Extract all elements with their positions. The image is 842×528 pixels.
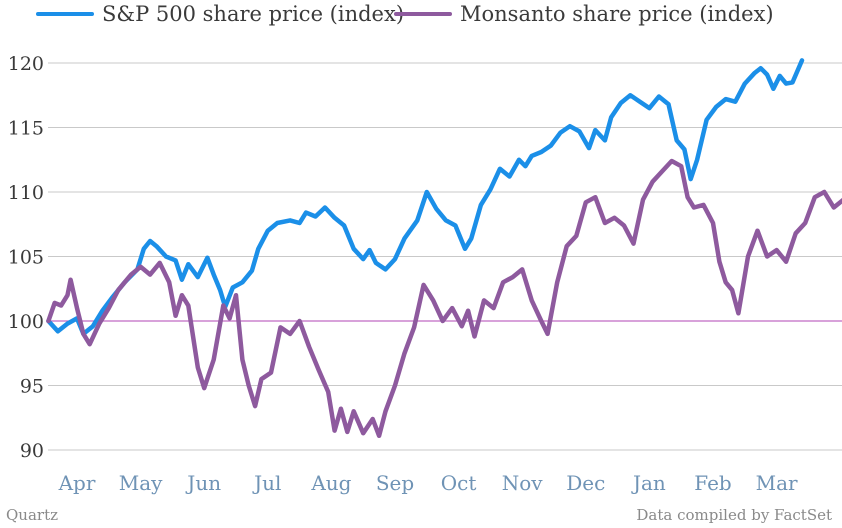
x-tick-label-dec: Dec bbox=[566, 471, 605, 495]
x-tick-label-may: May bbox=[119, 471, 163, 495]
x-tick-label-jan: Jan bbox=[631, 471, 666, 495]
x-tick-label-jul: Jul bbox=[252, 471, 281, 495]
y-tick-label-95: 95 bbox=[20, 376, 44, 398]
legend-swatch-monsanto bbox=[394, 12, 452, 16]
legend-label-monsanto: Monsanto share price (index) bbox=[460, 2, 774, 26]
x-tick-label-feb: Feb bbox=[694, 471, 731, 495]
series-line-monsanto bbox=[46, 158, 842, 439]
series-line-sp500 bbox=[46, 58, 805, 337]
legend-item-monsanto: Monsanto share price (index) bbox=[394, 2, 774, 26]
legend-label-sp500: S&P 500 share price (index) bbox=[102, 2, 405, 26]
x-tick-label-aug: Aug bbox=[310, 471, 351, 495]
x-tick-label-nov: Nov bbox=[502, 471, 544, 495]
y-tick-label-105: 105 bbox=[8, 247, 44, 269]
y-tick-label-110: 110 bbox=[8, 182, 44, 204]
x-tick-label-apr: Apr bbox=[58, 471, 96, 495]
x-tick-label-jun: Jun bbox=[185, 471, 221, 495]
legend-item-sp500: S&P 500 share price (index) bbox=[36, 2, 404, 26]
x-tick-label-mar: Mar bbox=[756, 471, 798, 495]
legend-swatch-sp500 bbox=[36, 12, 94, 16]
y-tick-label-120: 120 bbox=[8, 53, 44, 75]
y-tick-label-90: 90 bbox=[20, 440, 44, 462]
source-credit-factset: Data compiled by FactSet bbox=[636, 506, 832, 524]
y-tick-label-115: 115 bbox=[8, 118, 44, 140]
x-tick-label-oct: Oct bbox=[441, 471, 477, 495]
source-credit-quartz: Quartz bbox=[6, 506, 59, 524]
x-tick-label-sep: Sep bbox=[376, 471, 414, 495]
y-tick-label-100: 100 bbox=[8, 311, 44, 333]
chart-legend: S&P 500 share price (index) Monsanto sha… bbox=[0, 0, 842, 28]
